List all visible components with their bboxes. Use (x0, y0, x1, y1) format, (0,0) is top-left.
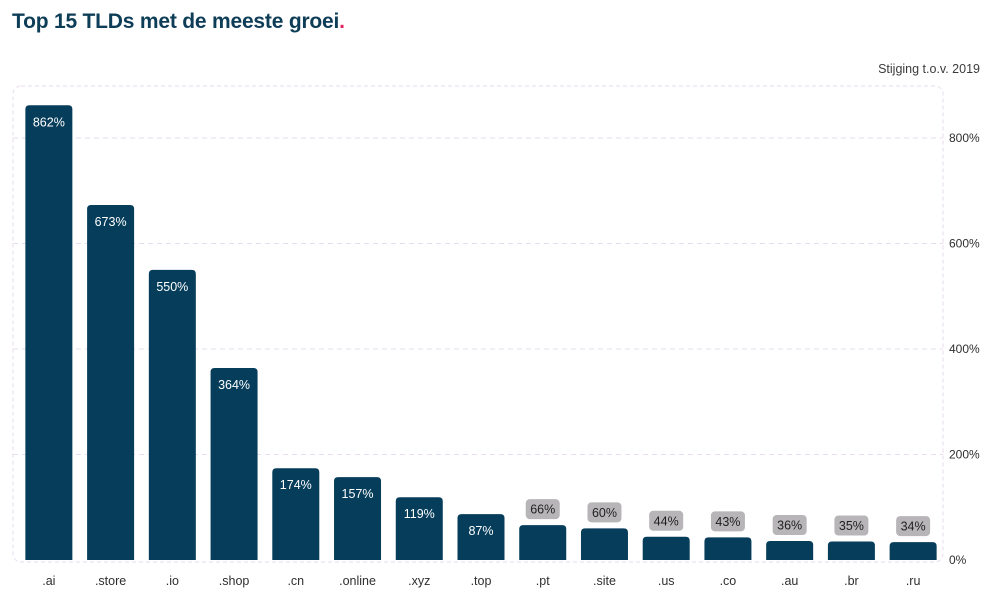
bar (25, 105, 73, 561)
value-label: 36% (777, 519, 802, 533)
y-tick-label: 600% (949, 237, 980, 251)
value-label: 43% (715, 515, 740, 529)
value-label-badge (525, 499, 560, 520)
category-label: .cn (287, 574, 304, 588)
y-tick-label: 400% (949, 342, 980, 356)
category-label: .co (720, 574, 737, 588)
bar (642, 536, 690, 560)
value-label-badge (649, 510, 684, 531)
chart-subtitle: Stijging t.o.v. 2019 (878, 62, 980, 76)
bar (889, 542, 937, 560)
value-label-badge (587, 502, 622, 523)
category-label: .ru (906, 574, 921, 588)
category-label: .pt (536, 574, 550, 588)
category-label: .ai (42, 574, 55, 588)
category-label: .xyz (408, 574, 430, 588)
category-label: .site (593, 574, 616, 588)
title-dot: . (339, 10, 345, 33)
bar (519, 525, 567, 560)
value-label: 44% (654, 514, 679, 528)
value-label: 35% (839, 519, 864, 533)
category-label: .us (658, 574, 675, 588)
y-tick-label: 0% (949, 553, 967, 567)
bar (395, 497, 443, 560)
category-label: .store (95, 574, 126, 588)
category-label: .io (166, 574, 179, 588)
bar (457, 514, 505, 560)
value-label-badge (772, 515, 807, 536)
value-label-badge (834, 515, 869, 536)
bar (87, 204, 135, 560)
value-label: 87% (468, 524, 493, 538)
value-label: 862% (33, 115, 65, 129)
category-label: .online (339, 574, 376, 588)
value-label: 364% (218, 378, 250, 392)
value-label-badge (710, 511, 745, 532)
value-label: 60% (592, 506, 617, 520)
category-label: .shop (219, 574, 250, 588)
value-label: 66% (530, 503, 555, 517)
category-label: .top (471, 574, 492, 588)
y-tick-label: 800% (949, 131, 980, 145)
bar (210, 367, 258, 560)
value-label: 34% (901, 520, 926, 534)
value-label-badge (896, 516, 931, 537)
value-label: 673% (95, 215, 127, 229)
bar (580, 528, 628, 560)
category-label: .au (781, 574, 798, 588)
chart-title-text: Top 15 TLDs met de meeste groei (12, 10, 340, 33)
bar (766, 541, 814, 560)
value-label: 157% (342, 487, 374, 501)
bar (704, 537, 752, 560)
bar (148, 269, 196, 560)
value-label: 119% (404, 507, 435, 521)
bar (827, 541, 875, 560)
chart-title: Top 15 TLDs met de meeste groei. (12, 10, 345, 34)
bar (334, 477, 382, 560)
value-label: 550% (156, 280, 188, 294)
bar (272, 468, 320, 560)
y-tick-label: 200% (949, 448, 980, 462)
value-label: 174% (280, 478, 312, 492)
plot-frame (12, 85, 944, 563)
category-label: .br (844, 574, 859, 588)
